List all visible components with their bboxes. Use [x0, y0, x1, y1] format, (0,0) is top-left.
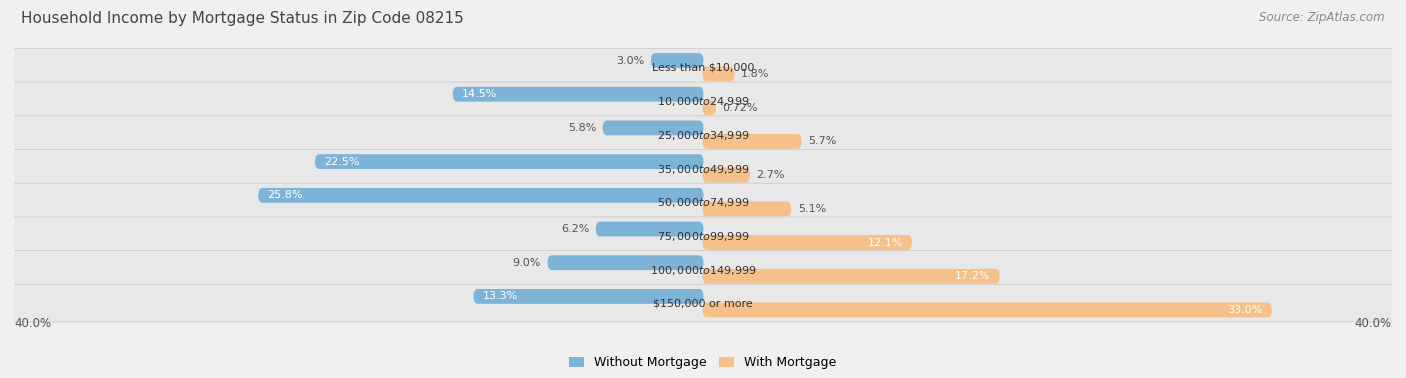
FancyBboxPatch shape: [703, 134, 801, 149]
Text: $100,000 to $149,999: $100,000 to $149,999: [650, 263, 756, 277]
Text: 12.1%: 12.1%: [868, 237, 903, 248]
Text: 13.3%: 13.3%: [482, 291, 517, 301]
FancyBboxPatch shape: [596, 222, 703, 237]
Text: 25.8%: 25.8%: [267, 191, 302, 200]
FancyBboxPatch shape: [3, 251, 1403, 288]
Text: 5.8%: 5.8%: [568, 123, 596, 133]
FancyBboxPatch shape: [703, 168, 749, 183]
FancyBboxPatch shape: [3, 183, 1403, 221]
Text: 5.7%: 5.7%: [808, 136, 837, 146]
Text: Source: ZipAtlas.com: Source: ZipAtlas.com: [1260, 11, 1385, 24]
FancyBboxPatch shape: [703, 235, 912, 250]
Text: 2.7%: 2.7%: [756, 170, 785, 180]
FancyBboxPatch shape: [603, 121, 703, 135]
Text: $150,000 or more: $150,000 or more: [654, 299, 752, 309]
FancyBboxPatch shape: [547, 255, 703, 270]
Text: 9.0%: 9.0%: [513, 258, 541, 268]
FancyBboxPatch shape: [259, 188, 703, 203]
FancyBboxPatch shape: [3, 48, 1403, 86]
FancyBboxPatch shape: [474, 289, 703, 304]
FancyBboxPatch shape: [3, 116, 1403, 153]
FancyBboxPatch shape: [3, 149, 1403, 187]
Text: 17.2%: 17.2%: [955, 271, 991, 281]
FancyBboxPatch shape: [3, 217, 1403, 255]
Text: 22.5%: 22.5%: [323, 156, 360, 167]
Text: 1.8%: 1.8%: [741, 69, 769, 79]
Text: 5.1%: 5.1%: [797, 204, 825, 214]
FancyBboxPatch shape: [703, 201, 792, 216]
FancyBboxPatch shape: [453, 87, 703, 102]
Text: 3.0%: 3.0%: [616, 56, 644, 65]
FancyBboxPatch shape: [651, 53, 703, 68]
FancyBboxPatch shape: [703, 67, 734, 81]
FancyBboxPatch shape: [703, 269, 1000, 284]
Text: 0.72%: 0.72%: [723, 103, 758, 113]
Text: $35,000 to $49,999: $35,000 to $49,999: [657, 163, 749, 175]
FancyBboxPatch shape: [3, 284, 1403, 322]
FancyBboxPatch shape: [3, 82, 1403, 120]
Text: $50,000 to $74,999: $50,000 to $74,999: [657, 196, 749, 209]
FancyBboxPatch shape: [703, 100, 716, 115]
Text: $75,000 to $99,999: $75,000 to $99,999: [657, 230, 749, 243]
Legend: Without Mortgage, With Mortgage: Without Mortgage, With Mortgage: [569, 356, 837, 369]
Text: $25,000 to $34,999: $25,000 to $34,999: [657, 129, 749, 142]
FancyBboxPatch shape: [315, 154, 703, 169]
Text: 40.0%: 40.0%: [14, 317, 51, 330]
FancyBboxPatch shape: [703, 302, 1272, 317]
Text: 33.0%: 33.0%: [1227, 305, 1263, 315]
Text: 14.5%: 14.5%: [461, 89, 498, 99]
Text: Less than $10,000: Less than $10,000: [652, 63, 754, 73]
Text: 6.2%: 6.2%: [561, 224, 589, 234]
Text: 40.0%: 40.0%: [1355, 317, 1392, 330]
Text: $10,000 to $24,999: $10,000 to $24,999: [657, 95, 749, 108]
Text: Household Income by Mortgage Status in Zip Code 08215: Household Income by Mortgage Status in Z…: [21, 11, 464, 26]
